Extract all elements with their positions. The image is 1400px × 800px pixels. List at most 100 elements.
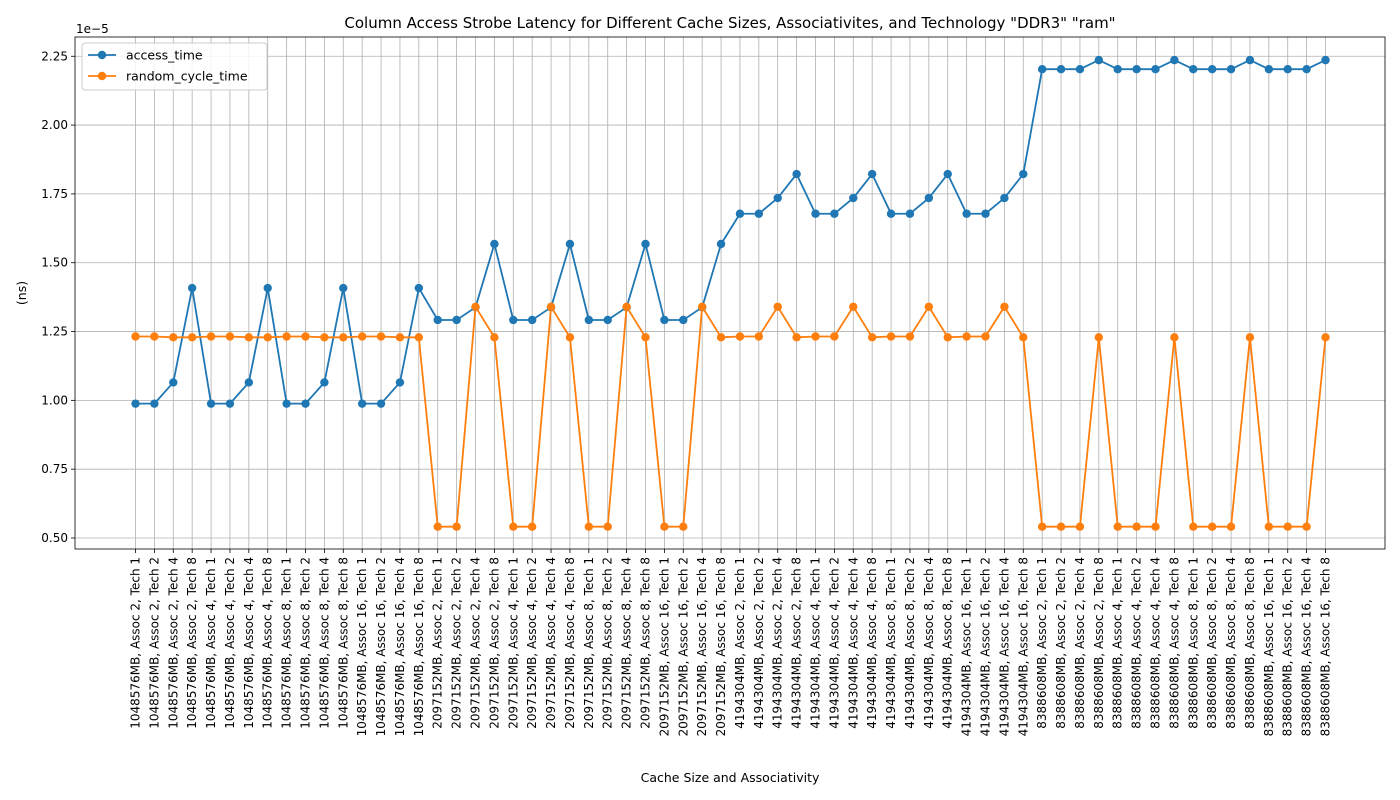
x-tick-label: 4194304MB, Assoc 4, Tech 2 xyxy=(827,557,841,729)
data-point xyxy=(584,315,594,325)
series-layer xyxy=(131,55,1330,531)
data-point xyxy=(527,522,537,531)
data-point xyxy=(1264,522,1274,531)
data-point xyxy=(206,332,216,341)
data-point xyxy=(169,333,178,342)
data-point xyxy=(546,302,556,311)
x-tick-label: 8388608MB, Assoc 4, Tech 2 xyxy=(1130,557,1144,729)
y-tick-label: 1.25 xyxy=(41,325,68,339)
data-point xyxy=(981,209,990,218)
x-tick-label: 2097152MB, Assoc 8, Tech 4 xyxy=(620,557,634,729)
x-tick-label: 1048576MB, Assoc 2, Tech 1 xyxy=(129,557,143,729)
data-point xyxy=(697,302,707,311)
x-tick-label: 8388608MB, Assoc 16, Tech 4 xyxy=(1300,557,1314,736)
x-tick-label: 1048576MB, Assoc 2, Tech 4 xyxy=(166,557,180,729)
x-tick-label: 1048576MB, Assoc 8, Tech 2 xyxy=(299,557,313,729)
data-point xyxy=(962,209,971,218)
data-point xyxy=(414,333,424,342)
data-point xyxy=(754,332,764,341)
x-tick-label: 4194304MB, Assoc 8, Tech 4 xyxy=(922,557,936,729)
data-point xyxy=(1037,65,1047,74)
x-tick-label: 2097152MB, Assoc 2, Tech 1 xyxy=(431,557,445,729)
data-point xyxy=(301,399,310,408)
data-point xyxy=(905,209,915,218)
x-tick-label: 2097152MB, Assoc 16, Tech 1 xyxy=(657,557,671,736)
data-point xyxy=(1264,65,1274,74)
data-point xyxy=(282,399,291,408)
data-point xyxy=(244,378,254,387)
data-point xyxy=(849,302,858,311)
data-point xyxy=(716,333,726,342)
x-tick-label: 2097152MB, Assoc 8, Tech 2 xyxy=(601,557,615,729)
data-point xyxy=(943,169,952,179)
x-tick-label: 8388608MB, Assoc 4, Tech 1 xyxy=(1111,557,1125,729)
data-point xyxy=(716,239,726,249)
data-point xyxy=(282,332,291,341)
data-point xyxy=(225,399,235,408)
data-point xyxy=(886,332,896,341)
data-point xyxy=(1302,65,1311,74)
data-point xyxy=(735,332,745,341)
chart-title: Column Access Strobe Latency for Differe… xyxy=(344,14,1115,32)
data-point xyxy=(490,239,499,249)
data-point xyxy=(357,332,367,341)
x-tick-label: 1048576MB, Assoc 16, Tech 1 xyxy=(355,557,369,736)
x-tick-label: 2097152MB, Assoc 4, Tech 2 xyxy=(525,557,539,729)
data-point xyxy=(339,333,348,342)
data-point xyxy=(660,522,669,531)
data-point xyxy=(1037,522,1047,531)
data-point xyxy=(150,399,159,408)
data-point xyxy=(1189,65,1198,74)
data-point xyxy=(1000,193,1009,203)
legend-swatch-marker xyxy=(97,71,107,81)
x-tick-label: 1048576MB, Assoc 2, Tech 8 xyxy=(185,557,199,729)
data-point xyxy=(1113,65,1122,74)
y-tick-label: 1.75 xyxy=(41,187,68,201)
data-point xyxy=(452,522,461,531)
x-tick-label: 4194304MB, Assoc 4, Tech 8 xyxy=(865,557,879,729)
data-point xyxy=(1056,65,1066,74)
x-tick-label: 4194304MB, Assoc 8, Tech 8 xyxy=(941,557,955,729)
x-tick-label: 8388608MB, Assoc 2, Tech 4 xyxy=(1073,557,1087,729)
data-point xyxy=(357,399,367,408)
x-tick-label: 4194304MB, Assoc 16, Tech 2 xyxy=(979,557,993,736)
data-point xyxy=(641,333,650,342)
data-point xyxy=(830,209,839,218)
data-point xyxy=(169,378,178,387)
data-point xyxy=(1245,333,1255,342)
x-tick-label: 8388608MB, Assoc 16, Tech 8 xyxy=(1319,557,1333,736)
data-point xyxy=(1132,522,1141,531)
data-point xyxy=(131,399,140,408)
x-tick-label: 2097152MB, Assoc 2, Tech 4 xyxy=(469,557,483,729)
legend-box xyxy=(81,42,268,91)
x-tick-label: 2097152MB, Assoc 16, Tech 4 xyxy=(695,557,709,736)
data-point xyxy=(1321,333,1330,342)
data-point xyxy=(886,209,896,218)
data-point xyxy=(244,333,254,342)
data-point xyxy=(565,333,575,342)
x-tick-label: 1048576MB, Assoc 8, Tech 1 xyxy=(280,557,294,729)
x-tick-label: 8388608MB, Assoc 4, Tech 4 xyxy=(1149,557,1163,729)
data-point xyxy=(1302,522,1311,531)
data-point xyxy=(773,302,782,311)
data-point xyxy=(471,302,480,311)
data-point xyxy=(773,193,782,203)
x-tick-label: 4194304MB, Assoc 2, Tech 2 xyxy=(752,557,766,729)
x-tick-label: 1048576MB, Assoc 4, Tech 2 xyxy=(223,557,237,729)
y-tick-label: 0.50 xyxy=(41,531,68,545)
legend-label: random_cycle_time xyxy=(126,69,248,84)
data-point xyxy=(679,522,688,531)
x-tick-label: 4194304MB, Assoc 4, Tech 4 xyxy=(846,557,860,729)
data-point xyxy=(1019,333,1028,342)
legend-swatch-marker xyxy=(97,50,107,60)
data-point xyxy=(792,169,801,179)
x-tick-label: 1048576MB, Assoc 8, Tech 4 xyxy=(317,557,331,729)
x-tick-label: 4194304MB, Assoc 16, Tech 4 xyxy=(997,557,1011,736)
x-tick-label: 8388608MB, Assoc 8, Tech 1 xyxy=(1186,557,1200,729)
data-point xyxy=(509,522,518,531)
x-tick-label: 8388608MB, Assoc 8, Tech 2 xyxy=(1205,557,1219,729)
x-tick-label: 1048576MB, Assoc 16, Tech 2 xyxy=(374,557,388,736)
data-point xyxy=(414,283,424,293)
data-point xyxy=(263,283,272,293)
data-point xyxy=(395,333,405,342)
